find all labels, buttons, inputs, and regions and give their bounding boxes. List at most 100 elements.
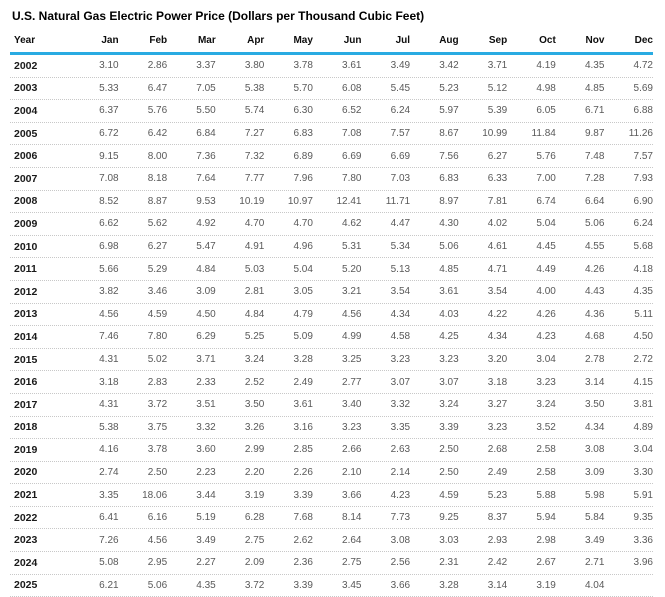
value-cell: 7.68 bbox=[293, 512, 313, 524]
value-cell: 6.16 bbox=[147, 512, 168, 524]
value-cell: 18.06 bbox=[142, 489, 168, 501]
value-cell: 3.61 bbox=[342, 60, 362, 72]
value-cell: 3.78 bbox=[147, 444, 168, 456]
value-cell: 2.52 bbox=[244, 376, 265, 388]
value-cell: 3.32 bbox=[390, 399, 411, 411]
value-cell: 7.64 bbox=[196, 173, 216, 185]
value-cell: 4.26 bbox=[536, 308, 556, 320]
value-cell: 6.52 bbox=[342, 105, 362, 117]
table-row: 2016 3.18 2.83 2.33 2.52 2.49 2.77 3.07 3.07 3.18… bbox=[10, 371, 653, 394]
value-cell: 2.20 bbox=[244, 466, 265, 478]
table-row: 2023 7.26 4.56 3.49 2.75 2.62 2.64 3.08 3.03 2.93… bbox=[10, 529, 653, 553]
value-cell: 5.47 bbox=[196, 241, 216, 253]
table-row: 2006 9.15 8.00 7.36 7.32 6.89 6.69 6.69 7.56 6.27… bbox=[10, 145, 653, 168]
value-cell: 5.04 bbox=[536, 218, 556, 230]
value-cell: 5.76 bbox=[147, 105, 168, 117]
value-cell: 4.30 bbox=[439, 218, 459, 230]
table-row: 2014 7.46 7.80 6.29 5.25 5.09 4.99 4.58 4.25 4.34… bbox=[10, 326, 653, 349]
value-cell: 5.31 bbox=[342, 241, 362, 253]
value-cell: 8.67 bbox=[439, 128, 459, 140]
year-cell: 2015 bbox=[14, 353, 38, 366]
year-cell: 2008 bbox=[14, 195, 38, 208]
value-cell: 4.18 bbox=[633, 263, 653, 275]
value-cell: 2.26 bbox=[293, 466, 313, 478]
value-cell: 4.68 bbox=[584, 331, 605, 343]
year-cell: 2007 bbox=[14, 172, 38, 185]
value-cell: 10.19 bbox=[239, 195, 265, 207]
value-cell: 3.21 bbox=[342, 286, 362, 298]
value-cell: 8.18 bbox=[147, 173, 168, 185]
value-cell: 3.39 bbox=[439, 421, 459, 433]
column-header-aug: Aug bbox=[439, 35, 459, 46]
value-cell: 2.36 bbox=[293, 557, 313, 569]
table-row: 2008 8.52 8.87 9.53 10.19 10.97 12.41 11.71 8.97… bbox=[10, 191, 653, 214]
table-row: 2011 5.66 5.29 4.84 5.03 5.04 5.20 5.13 4.85 4.71… bbox=[10, 258, 653, 281]
value-cell: 4.98 bbox=[536, 82, 556, 94]
value-cell: 5.19 bbox=[196, 512, 216, 524]
value-cell: 4.61 bbox=[487, 241, 508, 253]
value-cell: 3.60 bbox=[196, 444, 216, 456]
value-cell: 5.06 bbox=[439, 241, 459, 253]
value-cell: 3.72 bbox=[244, 579, 265, 591]
value-cell: 8.52 bbox=[99, 195, 119, 207]
value-cell: 2.75 bbox=[342, 557, 362, 569]
table-row: 2015 4.31 5.02 3.71 3.24 3.28 3.25 3.23 3.23 3.20… bbox=[10, 349, 653, 372]
column-header-feb: Feb bbox=[149, 35, 168, 46]
value-cell: 4.84 bbox=[244, 308, 265, 320]
year-cell: 2005 bbox=[14, 127, 38, 140]
value-cell: 2.23 bbox=[196, 466, 216, 478]
table-row: 2025 6.21 5.06 4.35 3.72 3.39 3.45 3.66 3.28 3.14… bbox=[10, 575, 653, 597]
value-cell: 4.34 bbox=[584, 421, 605, 433]
table-body: 2002 3.10 2.86 3.37 3.80 3.78 3.61 3.49 3.42 3.71… bbox=[10, 55, 653, 597]
value-cell: 3.19 bbox=[536, 579, 556, 591]
value-cell: 4.43 bbox=[584, 286, 605, 298]
value-cell: 3.54 bbox=[487, 286, 508, 298]
value-cell: 3.19 bbox=[244, 489, 265, 501]
value-cell: 4.49 bbox=[536, 263, 556, 275]
value-cell: 6.98 bbox=[99, 241, 119, 253]
value-cell: 7.73 bbox=[390, 512, 411, 524]
value-cell: 3.96 bbox=[633, 557, 653, 569]
value-cell: 9.25 bbox=[439, 512, 459, 524]
value-cell: 7.32 bbox=[244, 150, 265, 162]
value-cell: 3.23 bbox=[536, 376, 556, 388]
value-cell: 4.85 bbox=[584, 82, 605, 94]
value-cell: 3.20 bbox=[487, 354, 508, 366]
table-row: 2021 3.35 18.06 3.44 3.19 3.39 3.66 4.23 4.59 5.2… bbox=[10, 484, 653, 507]
value-cell: 3.23 bbox=[439, 354, 459, 366]
value-cell: 5.08 bbox=[99, 557, 119, 569]
value-cell: 7.08 bbox=[342, 128, 362, 140]
year-cell: 2006 bbox=[14, 150, 38, 163]
value-cell: 6.24 bbox=[390, 105, 411, 117]
value-cell: 7.46 bbox=[99, 331, 119, 343]
value-cell: 5.33 bbox=[99, 82, 119, 94]
value-cell: 7.28 bbox=[584, 173, 605, 185]
table-row: 2020 2.74 2.50 2.23 2.20 2.26 2.10 2.14 2.50 2.49… bbox=[10, 462, 653, 485]
value-cell: 5.84 bbox=[584, 512, 605, 524]
value-cell: 3.24 bbox=[244, 354, 265, 366]
value-cell: 2.98 bbox=[536, 534, 556, 546]
value-cell: 2.67 bbox=[536, 557, 556, 569]
value-cell: 8.97 bbox=[439, 195, 459, 207]
value-cell: 7.93 bbox=[633, 173, 653, 185]
value-cell: 3.18 bbox=[99, 376, 119, 388]
value-cell: 4.22 bbox=[487, 308, 508, 320]
value-cell: 6.83 bbox=[439, 173, 459, 185]
value-cell: 4.58 bbox=[390, 331, 411, 343]
value-cell: 6.62 bbox=[99, 218, 119, 230]
value-cell: 7.27 bbox=[244, 128, 265, 140]
value-cell: 5.94 bbox=[536, 512, 556, 524]
column-header-dec: Dec bbox=[634, 35, 653, 46]
column-header-jan: Jan bbox=[101, 35, 119, 46]
table-row: 2022 6.41 6.16 5.19 6.28 7.68 8.14 7.73 9.25 8.37… bbox=[10, 507, 653, 530]
value-cell: 5.29 bbox=[147, 263, 168, 275]
value-cell: 3.49 bbox=[390, 60, 411, 72]
value-cell: 4.72 bbox=[633, 60, 653, 72]
value-cell: 3.10 bbox=[99, 60, 119, 72]
table-row: 2013 4.56 4.59 4.50 4.84 4.79 4.56 4.34 4.03 4.22… bbox=[10, 304, 653, 327]
value-cell: 7.56 bbox=[439, 150, 459, 162]
year-cell: 2025 bbox=[14, 579, 38, 592]
column-header-may: May bbox=[293, 35, 313, 46]
value-cell: 2.75 bbox=[244, 534, 265, 546]
value-cell: 3.14 bbox=[584, 376, 605, 388]
